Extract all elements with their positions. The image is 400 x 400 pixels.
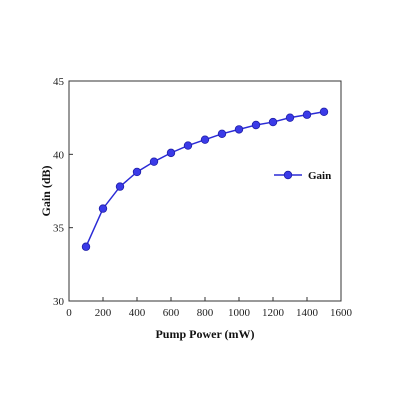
data-point	[217, 129, 227, 138]
data-point	[268, 117, 278, 127]
y-axis-title: Gain (dB)	[39, 165, 53, 216]
data-point	[234, 125, 244, 134]
x-tick-label: 1400	[296, 307, 319, 319]
y-tick-label: 45	[53, 76, 65, 88]
data-point	[81, 242, 91, 251]
data-point	[302, 110, 312, 119]
x-tick-label: 1600	[330, 307, 353, 319]
x-tick-label: 0	[66, 307, 72, 319]
data-point	[285, 113, 295, 122]
x-tick-label: 600	[163, 307, 180, 319]
x-tick-label: 1200	[262, 307, 285, 319]
plot-frame	[68, 80, 342, 302]
y-tick-label: 30	[53, 296, 65, 308]
x-tick-label: 1000	[228, 307, 251, 319]
data-point	[319, 107, 329, 116]
x-tick-label: 400	[129, 307, 146, 319]
data-point	[183, 141, 193, 150]
y-axis-ticks: 30 35 40 45	[53, 76, 73, 308]
legend: Gain	[274, 170, 331, 182]
series-layer	[81, 107, 329, 251]
y-tick-label: 40	[53, 149, 65, 161]
legend-marker	[283, 170, 293, 180]
x-axis-ticks: 0 200 400 600 800 1000 1200 1400 1600	[66, 297, 353, 319]
series-line	[85, 111, 325, 248]
data-point	[132, 167, 142, 177]
data-point	[149, 157, 159, 166]
x-tick-label: 800	[197, 307, 214, 319]
y-tick-label: 35	[53, 223, 65, 235]
data-point	[200, 135, 210, 144]
data-point	[166, 148, 176, 158]
data-point	[251, 120, 261, 130]
data-point	[115, 182, 125, 191]
x-axis-title: Pump Power (mW)	[155, 327, 254, 341]
data-point	[98, 204, 108, 213]
x-tick-label: 200	[95, 307, 112, 319]
legend-label: Gain	[308, 170, 331, 182]
